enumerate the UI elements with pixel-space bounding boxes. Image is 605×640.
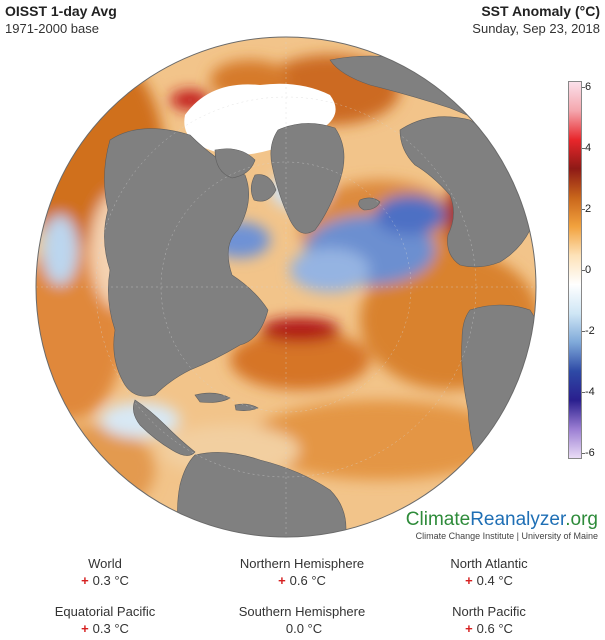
plus-sign: + [465,573,473,588]
colorbar-tick-label: 6 [585,81,592,93]
colorbar-tick-mark [582,331,585,332]
stat-value: +0.6 °C [399,620,579,637]
colorbar-tick-mark [582,209,585,210]
logo-part-reanalyzer: Reanalyzer [470,509,566,530]
anomaly-colorbar [568,81,582,459]
stat-label: World [88,556,122,571]
colorbar-tick-label: -6 [585,447,595,459]
colorbar-tick-label: -4 [585,386,595,398]
climate-reanalyzer-logo[interactable]: ClimateReanalyzer.org Climate Change Ins… [406,509,598,541]
stat-label: North Pacific [452,604,526,619]
anomaly-title-block: SST Anomaly (°C) Sunday, Sep 23, 2018 [472,3,600,37]
stat-world: World +0.3 °C [15,555,195,589]
stat-value: +0.3 °C [15,572,195,589]
stat-number: 0.3 °C [92,621,129,636]
plus-sign: + [81,573,89,588]
colorbar-tick-mark [582,392,585,393]
baseline-label: 1971-2000 base [5,21,99,36]
stat-north-pacific: North Pacific +0.6 °C [399,603,579,637]
colorbar-tick-label: -2 [585,325,595,337]
stat-north-atlantic: North Atlantic +0.4 °C [399,555,579,589]
stat-label: Southern Hemisphere [238,604,366,619]
plus-sign: + [278,573,286,588]
stat-number: 0.6 °C [289,573,326,588]
colorbar-tick-mark [582,270,585,271]
logo-wordmark: ClimateReanalyzer.org [406,509,598,530]
stat-southern-hemisphere: Southern Hemisphere 0.0 °C [212,603,392,637]
colorbar-tick-mark [582,87,585,88]
graticule [36,37,536,537]
colorbar-tick-label: 4 [585,142,592,154]
stat-value: +0.6 °C [212,572,392,589]
logo-part-org: .org [565,509,598,530]
anomaly-title: SST Anomaly (°C) [481,3,600,19]
stat-number: 0.6 °C [476,621,513,636]
logo-subtitle: Climate Change Institute | University of… [415,531,598,541]
stat-label: Northern Hemisphere [239,556,365,571]
stat-northern-hemisphere: Northern Hemisphere +0.6 °C [212,555,392,589]
stat-number: 0.3 °C [92,573,129,588]
globe-outline [35,36,537,538]
stat-number: 0.4 °C [476,573,513,588]
stat-label: North Atlantic [450,556,528,571]
stat-equatorial-pacific: Equatorial Pacific +0.3 °C [15,603,195,637]
stat-number: 0.0 °C [285,621,323,636]
anomaly-stats: World +0.3 °C Northern Hemisphere +0.6 °… [0,555,605,640]
map-title: OISST 1-day Avg [5,3,117,19]
colorbar-tick-mark [582,453,585,454]
stat-value: +0.4 °C [399,572,579,589]
colorbar-tick-mark [582,148,585,149]
plus-sign: + [81,621,89,636]
map-title-block: OISST 1-day Avg 1971-2000 base [5,3,117,37]
date-label: Sunday, Sep 23, 2018 [472,21,600,36]
colorbar-tick-label: 0 [585,264,592,276]
stat-value: +0.3 °C [15,620,195,637]
stat-value: 0.0 °C [212,620,392,637]
colorbar-tick-label: 2 [585,203,592,215]
plus-sign: + [465,621,473,636]
landmasses [104,55,536,537]
logo-part-climate: Climate [405,509,471,530]
stat-label: Equatorial Pacific [54,604,156,619]
